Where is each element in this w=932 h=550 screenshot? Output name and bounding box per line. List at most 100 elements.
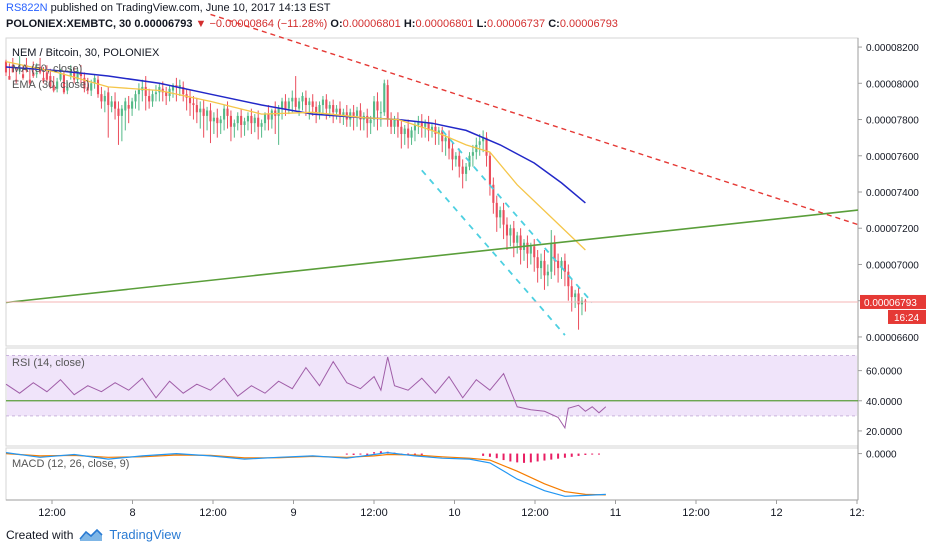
low-label: L: [476, 18, 488, 30]
candle [257, 117, 260, 127]
ma-legend: MA (50, close) [12, 63, 82, 75]
candle [577, 293, 580, 305]
macd-hist-bar [495, 453, 498, 459]
candle [550, 242, 553, 272]
candle [495, 202, 498, 218]
candle [294, 97, 297, 107]
candle [175, 85, 178, 87]
candle [458, 155, 461, 167]
macd-hist-bar [523, 453, 526, 463]
candle [4, 61, 8, 73]
candle [62, 74, 65, 93]
rsi-y-tick-label: 40.0000 [866, 397, 903, 408]
created-with-text: Created with [6, 527, 74, 542]
candle [243, 121, 246, 125]
open-label: O: [330, 18, 343, 30]
candle [308, 101, 311, 106]
candle [321, 99, 325, 106]
candle [379, 112, 382, 114]
candle [451, 148, 454, 160]
candle [18, 68, 21, 71]
candle [134, 94, 137, 102]
candle [199, 108, 202, 113]
author-link[interactable]: RS822N [6, 2, 48, 14]
candle [461, 166, 464, 174]
main-pane [5, 37, 859, 347]
candle [260, 123, 263, 127]
macd-hist-bar [543, 453, 546, 461]
candle [127, 105, 130, 109]
price-tag [860, 294, 926, 309]
candle [165, 92, 168, 96]
candle [526, 242, 529, 254]
candle [287, 101, 290, 109]
candle [219, 119, 222, 124]
macd-hist-bar [352, 453, 355, 455]
candle [120, 108, 123, 116]
candle [236, 115, 239, 124]
macd-hist-bar [584, 453, 587, 455]
macd-hist-bar [557, 453, 560, 459]
candle [529, 246, 532, 254]
candle [352, 112, 355, 116]
candle [471, 152, 474, 156]
close-label: C: [548, 18, 560, 30]
candle [373, 101, 376, 120]
candle [465, 166, 468, 174]
candle [298, 101, 301, 109]
candle [560, 260, 563, 269]
candle [240, 115, 243, 125]
candle [536, 257, 539, 269]
macd-hist-bar [516, 453, 519, 463]
candle [359, 110, 362, 120]
candle [182, 86, 185, 95]
candle [103, 95, 106, 102]
candle [107, 92, 110, 106]
rsi-band [7, 355, 857, 416]
tradingview-brand[interactable]: TradingView [109, 527, 181, 542]
candle [502, 210, 505, 225]
y-tick-label: 0.00008200 [866, 43, 919, 54]
candle [519, 235, 522, 250]
candle [492, 184, 495, 203]
candle [454, 155, 457, 160]
y-tick-label: 0.00007600 [866, 152, 919, 163]
candle [137, 88, 140, 95]
macd-hist-bar [413, 453, 416, 455]
candle [342, 112, 345, 116]
x-tick-label: 11 [610, 507, 621, 519]
tradingview-logo-icon [79, 528, 103, 541]
candle [206, 110, 209, 116]
high-label: H: [403, 18, 416, 30]
countdown-tag [888, 309, 926, 324]
rsi-y-tick-label: 60.0000 [866, 367, 903, 378]
candle [328, 105, 331, 109]
candle [270, 110, 273, 120]
x-tick-label: 12: [849, 507, 864, 519]
candle [335, 108, 338, 113]
candle [76, 70, 79, 80]
candle [93, 77, 96, 84]
candle [195, 105, 198, 113]
candle [148, 95, 151, 102]
rsi-pane-title: RSI (14, close) [12, 357, 85, 369]
symbol-label: POLONIEX:XEMBTC, 30 [6, 18, 132, 30]
candle [151, 94, 154, 102]
candle [509, 228, 512, 236]
candle [338, 108, 342, 116]
candle [117, 108, 120, 116]
candle [383, 83, 386, 113]
candle [100, 94, 103, 102]
candle [96, 79, 100, 95]
candle [557, 260, 560, 269]
candle [318, 105, 321, 113]
chart-canvas[interactable]: 12:00 8 12:00 9 12:00 10 12:00 11 12:00 12 12: 0.00… [0, 0, 932, 524]
open-value: 0.00006801 [342, 18, 401, 30]
candle [366, 115, 369, 124]
candle [553, 242, 556, 261]
candle [413, 124, 417, 131]
candle [430, 126, 434, 131]
price-tag-label: 0.00006793 [864, 298, 917, 309]
candle [546, 271, 549, 276]
candle [21, 74, 25, 78]
